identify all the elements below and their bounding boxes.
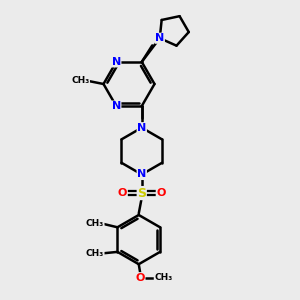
Text: N: N xyxy=(137,123,146,133)
Text: N: N xyxy=(137,169,146,179)
Text: O: O xyxy=(136,273,145,283)
Text: CH₃: CH₃ xyxy=(154,273,172,282)
Text: N: N xyxy=(155,33,164,43)
Text: CH₃: CH₃ xyxy=(86,249,104,258)
Text: O: O xyxy=(156,188,166,198)
Text: N: N xyxy=(112,101,121,111)
Text: O: O xyxy=(118,188,127,198)
Text: CH₃: CH₃ xyxy=(86,219,104,228)
Text: S: S xyxy=(137,187,146,200)
Text: CH₃: CH₃ xyxy=(71,76,89,85)
Text: N: N xyxy=(112,57,121,67)
